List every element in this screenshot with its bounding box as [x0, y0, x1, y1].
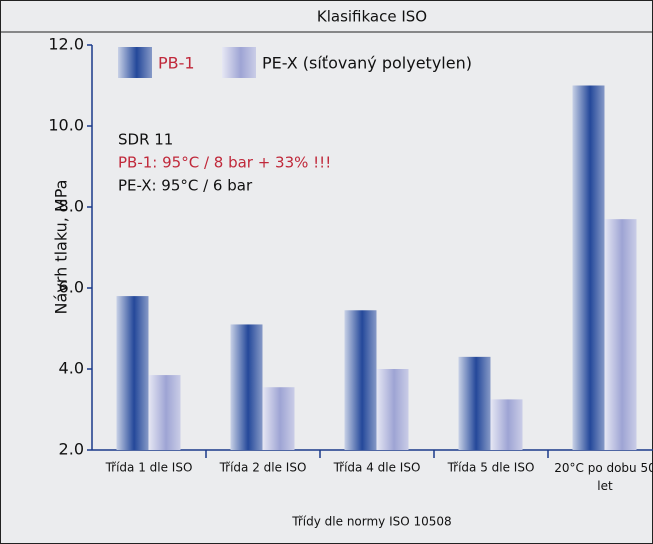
x-tick-label: Třída 4 dle ISO — [333, 461, 421, 475]
y-tick-label: 8.0 — [59, 197, 84, 216]
legend-swatch — [118, 47, 152, 78]
annotation: PB-1: 95°C / 8 bar + 33% !!! — [118, 154, 331, 172]
y-tick-label: 12.0 — [48, 35, 84, 54]
x-tick-label: Třída 2 dle ISO — [219, 461, 307, 475]
y-tick-label: 6.0 — [59, 278, 84, 297]
bar — [376, 369, 409, 450]
y-tick-label: 10.0 — [48, 116, 84, 135]
annotation: SDR 11 — [118, 131, 173, 149]
legend-swatch — [222, 47, 256, 78]
bar — [490, 399, 523, 450]
chart-title: Klasifikace ISO — [317, 8, 427, 26]
bar — [604, 219, 637, 450]
x-tick-label: 20°C po dobu 50 let — [554, 461, 653, 493]
legend-label: PE-X (síťovaný polyetylen) — [262, 54, 472, 73]
bar — [116, 296, 149, 450]
annotation: PE-X: 95°C / 6 bar — [118, 177, 253, 195]
legend-label: PB-1 — [158, 54, 195, 73]
y-axis-label: Návrh tlaku, MPa — [52, 180, 71, 315]
bar — [572, 85, 605, 450]
y-tick-label: 2.0 — [59, 440, 84, 459]
bar — [344, 310, 377, 450]
bar — [230, 324, 263, 450]
x-axis-label: Třídy dle normy ISO 10508 — [291, 515, 451, 529]
bar — [262, 387, 295, 450]
y-tick-label: 4.0 — [59, 359, 84, 378]
x-tick-label: Třída 5 dle ISO — [447, 461, 535, 475]
bar — [148, 375, 181, 450]
bar — [458, 356, 491, 450]
x-tick-label: Třída 1 dle ISO — [105, 461, 193, 475]
